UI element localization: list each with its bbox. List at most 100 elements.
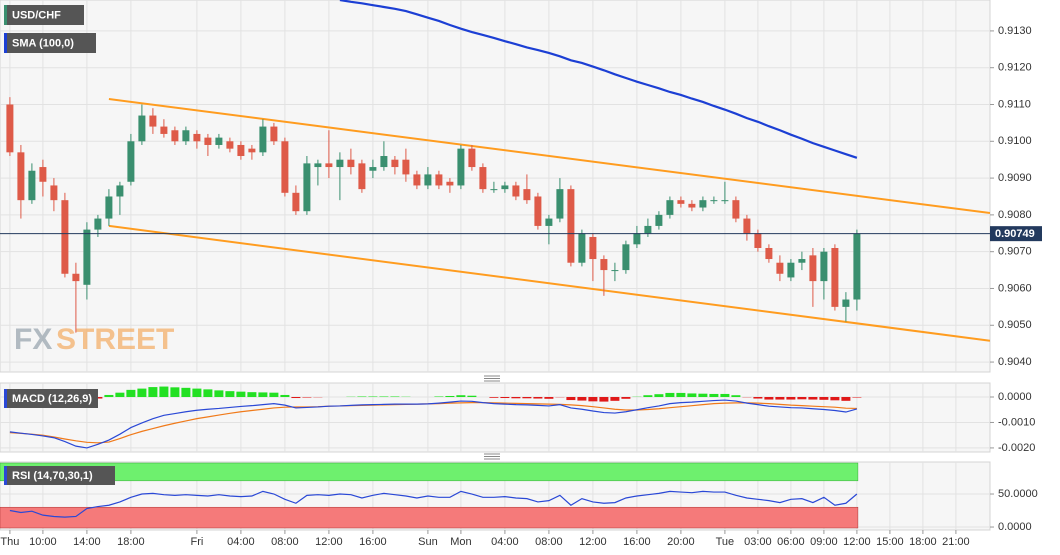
candle-body [6,104,14,153]
histogram-bar [181,387,191,398]
last-price-box [990,226,1042,242]
candle-body [292,192,300,212]
candle-body [523,189,531,201]
legend-swatch [4,389,7,408]
candle-body [820,251,828,282]
histogram-bar [445,395,455,398]
candle-body [72,273,80,282]
candle-body [765,248,773,260]
histogram-bar [830,397,840,401]
x-tick-label: 20:00 [667,536,695,548]
histogram-bar [786,397,796,400]
x-tick-label: 12:00 [843,536,871,548]
candle-body [512,185,520,197]
candle-body [83,229,91,285]
histogram-bar [302,397,312,398]
y-tick-label: 0.9090 [998,172,1032,184]
histogram-bar [456,395,466,398]
candle-body [600,259,608,271]
y-tick-label: 0.9050 [998,319,1032,331]
histogram-bar [599,397,609,402]
candle-body [743,218,751,234]
candle-body [710,200,718,202]
axes: Thu 10:00 14:00 18:00 Fri 04:00 08:00 12:00 16:0… [0,25,1042,548]
candle-body [281,141,289,193]
histogram-bar [159,386,169,398]
candle-body [149,115,157,127]
oversold-zone [0,506,859,529]
candle-body [633,233,641,245]
histogram-bar [148,387,158,398]
x-tick-label: Thu [0,536,19,548]
x-tick-label: 04:00 [227,536,255,548]
x-tick-label: 06:00 [777,536,805,548]
histogram-bar [390,396,400,398]
last-price-label: 0.90749 [995,228,1035,240]
x-tick-label: 08:00 [535,536,563,548]
histogram-bar [533,397,543,399]
x-tick-label: 03:00 [744,536,772,548]
candle-body [666,200,674,215]
histogram-bar [269,392,279,398]
candle-body [578,233,586,263]
x-tick-label: 16:00 [623,536,651,548]
candle-body [699,200,707,208]
rsi-title: RSI (14,70,30,1) [12,470,93,482]
histogram-bar [566,397,576,401]
x-tick-label: 18:00 [117,536,145,548]
candle-body [127,141,135,182]
candle-body [314,163,322,168]
candle-body [589,236,597,260]
candle-body [259,126,267,153]
histogram-bar [654,394,664,398]
histogram-bar [225,391,235,398]
y-tick-label: -0.0010 [998,416,1035,428]
y-tick-label: 0.9040 [998,356,1032,368]
candle-body [182,130,190,142]
candle-body [732,200,740,219]
histogram-bar [797,397,807,400]
candle-body [215,137,223,145]
y-tick-label: 0.0000 [998,391,1032,403]
legend-swatch [4,33,7,53]
y-tick-label: 0.9130 [998,25,1032,37]
histogram-bar [698,393,708,398]
candle-body [479,167,487,190]
y-tick-label: 0.9100 [998,135,1032,147]
macd-plot [5,386,862,449]
histogram-bar [170,387,180,398]
legend-box [4,33,96,53]
x-tick-label: Fri [190,536,203,548]
candle-body [380,156,388,168]
histogram-bar [203,389,213,398]
candle-body [468,148,476,168]
histogram-bar [368,396,378,398]
watermark-fx: FX [14,323,52,356]
macd-title: MACD (12,26,9) [12,393,92,405]
legend-box [4,5,84,25]
legend: USD/CHF SMA (100,0) MACD (12,26,9) RSI (… [4,5,115,485]
candle-body [138,115,146,142]
candle-body [556,189,564,219]
x-tick-label: 18:00 [909,536,937,548]
candle-body [424,174,432,186]
candle-body [677,200,685,204]
candle-body [61,200,69,274]
candle-body [28,170,36,201]
x-tick-label: 08:00 [271,536,299,548]
histogram-bar [577,397,587,401]
histogram-bar [236,391,246,398]
candle-body [413,174,421,186]
candle-body [644,225,652,234]
candle-body [688,203,696,208]
histogram-bar [280,394,290,398]
x-tick-label: 14:00 [73,536,101,548]
candle-body [17,152,25,201]
x-tick-label: 12:00 [579,536,607,548]
legend-symbol: USD/CHF [12,9,61,21]
main-panel [0,0,991,373]
y-tick-label: 0.0000 [998,521,1032,533]
candle-body [336,159,344,168]
legend-swatch [4,466,7,485]
